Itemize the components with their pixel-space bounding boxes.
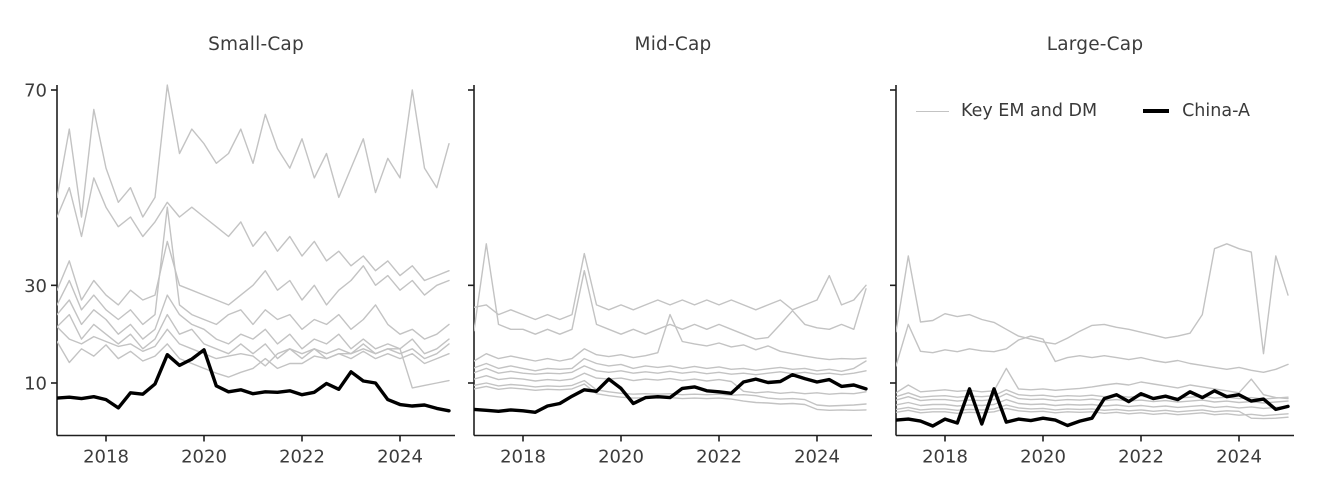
svg-text:2020: 2020: [181, 447, 227, 468]
panel-title-mid-cap: Mid-Cap: [634, 34, 712, 55]
em-dm-line-swatch: [916, 110, 949, 112]
svg-text:2018: 2018: [500, 447, 546, 468]
svg-text:2022: 2022: [696, 447, 742, 468]
svg-text:2020: 2020: [1020, 447, 1066, 468]
legend-label-em-dm: Key EM and DM: [961, 101, 1098, 121]
svg-text:2020: 2020: [598, 447, 644, 468]
svg-text:2022: 2022: [279, 447, 325, 468]
svg-text:2024: 2024: [1216, 447, 1262, 468]
china-a-line-swatch: [1143, 109, 1170, 113]
panel-title-large-cap: Large-Cap: [1046, 34, 1144, 55]
svg-text:2018: 2018: [922, 447, 968, 468]
svg-text:10: 10: [24, 374, 47, 395]
panel-title-small-cap: Small-Cap: [208, 34, 304, 55]
legend: Key EM and DM China-A: [916, 100, 1250, 122]
svg-text:30: 30: [24, 276, 47, 297]
svg-text:2024: 2024: [377, 447, 423, 468]
svg-text:2024: 2024: [794, 447, 840, 468]
legend-label-china-a: China-A: [1182, 101, 1250, 121]
svg-text:2022: 2022: [1118, 447, 1164, 468]
svg-text:2018: 2018: [83, 447, 129, 468]
svg-text:70: 70: [24, 81, 47, 102]
